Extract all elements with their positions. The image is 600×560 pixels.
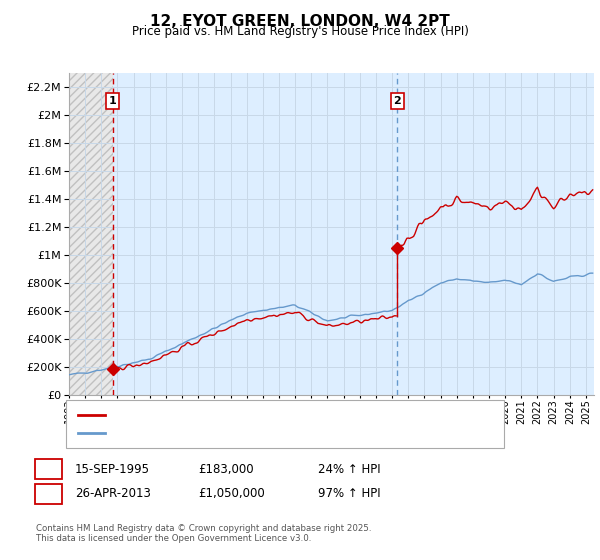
Text: Price paid vs. HM Land Registry's House Price Index (HPI): Price paid vs. HM Land Registry's House … [131, 25, 469, 38]
Text: HPI: Average price, detached house, Hounslow: HPI: Average price, detached house, Houn… [109, 428, 353, 438]
Text: 12, EYOT GREEN, LONDON, W4 2PT: 12, EYOT GREEN, LONDON, W4 2PT [150, 14, 450, 29]
Text: £1,050,000: £1,050,000 [198, 487, 265, 501]
Text: 2: 2 [394, 96, 401, 106]
Text: 2: 2 [44, 487, 53, 501]
Text: 97% ↑ HPI: 97% ↑ HPI [318, 487, 380, 501]
Text: 26-APR-2013: 26-APR-2013 [75, 487, 151, 501]
Text: Contains HM Land Registry data © Crown copyright and database right 2025.
This d: Contains HM Land Registry data © Crown c… [36, 524, 371, 543]
Text: 24% ↑ HPI: 24% ↑ HPI [318, 463, 380, 476]
Text: 12, EYOT GREEN, LONDON, W4 2PT (detached house): 12, EYOT GREEN, LONDON, W4 2PT (detached… [109, 410, 388, 420]
Text: 1: 1 [109, 96, 116, 106]
Text: 15-SEP-1995: 15-SEP-1995 [75, 463, 150, 476]
Text: £183,000: £183,000 [198, 463, 254, 476]
Text: 1: 1 [44, 463, 53, 476]
